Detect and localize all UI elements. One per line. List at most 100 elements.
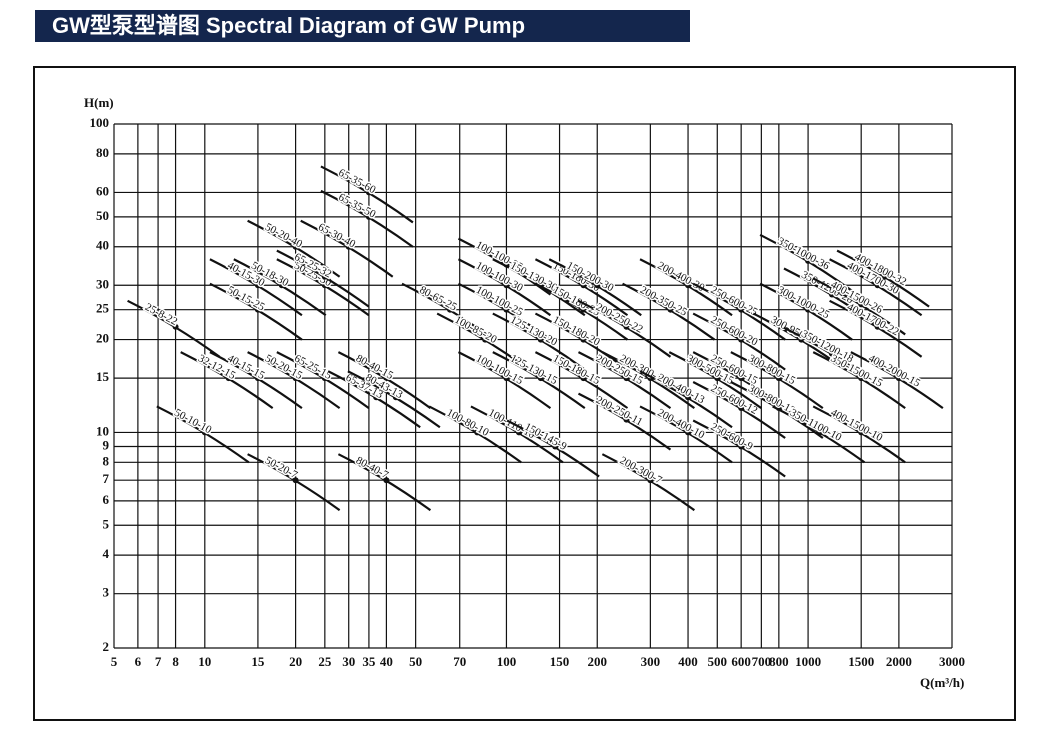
rated-point bbox=[254, 375, 261, 382]
x-tick-label: 35 bbox=[362, 654, 376, 669]
y-tick-label: 3 bbox=[103, 585, 110, 600]
rated-point bbox=[503, 375, 510, 382]
rated-point bbox=[858, 429, 865, 436]
point-label: 80-40-7 bbox=[354, 454, 391, 481]
x-tick-label: 2000 bbox=[886, 654, 912, 669]
y-tick-label: 20 bbox=[96, 331, 109, 346]
y-tick-label: 100 bbox=[90, 115, 110, 130]
x-tick-label: 100 bbox=[497, 654, 517, 669]
rated-point bbox=[474, 429, 481, 436]
y-tick-label: 5 bbox=[103, 516, 110, 531]
y-tick-label: 2 bbox=[103, 639, 110, 654]
y-tick-label: 7 bbox=[103, 471, 110, 486]
x-tick-label: 200 bbox=[587, 654, 607, 669]
rated-point bbox=[623, 323, 630, 330]
rated-point bbox=[828, 291, 835, 298]
rated-point bbox=[345, 243, 352, 250]
x-tick-label: 600 bbox=[731, 654, 751, 669]
chart-title: GW型泵型谱图 Spectral Diagram of GW Pump bbox=[52, 13, 525, 38]
y-tick-label: 25 bbox=[96, 301, 110, 316]
rated-point bbox=[738, 306, 745, 313]
rated-point bbox=[515, 429, 522, 436]
x-tick-label: 5 bbox=[111, 654, 118, 669]
rated-point bbox=[828, 350, 835, 357]
point-label: 250-600-20 bbox=[709, 314, 760, 349]
rated-point bbox=[858, 301, 865, 308]
rated-point bbox=[667, 306, 674, 313]
rated-point bbox=[738, 375, 745, 382]
frame bbox=[33, 66, 1016, 721]
rated-point bbox=[623, 375, 630, 382]
x-tick-label: 15 bbox=[251, 654, 265, 669]
rated-point bbox=[685, 394, 692, 401]
rated-point bbox=[292, 477, 299, 484]
rated-point bbox=[503, 282, 510, 289]
rated-point bbox=[278, 282, 285, 289]
title-bar bbox=[35, 10, 690, 42]
rated-point bbox=[738, 336, 745, 343]
rated-point bbox=[447, 306, 454, 313]
y-tick-label: 8 bbox=[103, 453, 110, 468]
rated-point bbox=[225, 375, 232, 382]
x-tick-label: 25 bbox=[318, 654, 332, 669]
rated-point bbox=[552, 443, 559, 450]
rated-point bbox=[805, 257, 812, 264]
x-tick-label: 70 bbox=[453, 654, 466, 669]
point-label: 25-8-22 bbox=[143, 301, 179, 328]
rated-point bbox=[201, 429, 208, 436]
x-tick-label: 20 bbox=[289, 654, 302, 669]
rated-point bbox=[383, 375, 390, 382]
rated-point bbox=[373, 394, 380, 401]
y-tick-label: 50 bbox=[96, 208, 109, 223]
y-tick-label: 80 bbox=[96, 145, 109, 160]
x-tick-label: 50 bbox=[409, 654, 422, 669]
y-axis-label: H(m) bbox=[84, 95, 114, 110]
x-tick-label: 8 bbox=[172, 654, 179, 669]
rated-point bbox=[882, 273, 889, 280]
x-tick-label: 300 bbox=[641, 654, 661, 669]
rated-point bbox=[365, 189, 372, 196]
point-label: 100-80-10 bbox=[445, 407, 492, 439]
point-label: 150-180-20 bbox=[551, 314, 602, 349]
point-label: 250-600-9 bbox=[709, 421, 756, 453]
rated-point bbox=[647, 477, 654, 484]
y-tick-label: 30 bbox=[96, 276, 109, 291]
rated-point bbox=[321, 375, 328, 382]
point-label: 200-250-22 bbox=[594, 301, 645, 336]
y-tick-label: 4 bbox=[103, 546, 110, 561]
rated-point bbox=[738, 443, 745, 450]
x-tick-label: 7 bbox=[155, 654, 162, 669]
rated-point bbox=[805, 306, 812, 313]
x-tick-label: 40 bbox=[380, 654, 393, 669]
y-tick-label: 10 bbox=[96, 423, 109, 438]
y-tick-label: 15 bbox=[96, 369, 110, 384]
rated-point bbox=[580, 375, 587, 382]
rated-point bbox=[817, 429, 824, 436]
point-label: 250-600-25 bbox=[709, 284, 760, 319]
rated-point bbox=[714, 375, 721, 382]
rated-point bbox=[580, 336, 587, 343]
rated-point bbox=[254, 282, 261, 289]
point-label: 350-1000-36 bbox=[775, 235, 831, 273]
rated-point bbox=[537, 375, 544, 382]
rated-point bbox=[537, 336, 544, 343]
rated-point bbox=[482, 336, 489, 343]
x-tick-label: 400 bbox=[678, 654, 698, 669]
rated-point bbox=[895, 375, 902, 382]
x-tick-label: 10 bbox=[198, 654, 211, 669]
rated-point bbox=[321, 273, 328, 280]
rated-point bbox=[172, 323, 179, 330]
x-tick-label: 800 bbox=[769, 654, 789, 669]
point-label: 150-180-15 bbox=[551, 352, 602, 387]
y-tick-label: 9 bbox=[103, 438, 110, 453]
rated-point bbox=[292, 243, 299, 250]
point-label: 200-400-30 bbox=[655, 260, 706, 295]
x-tick-label: 3000 bbox=[939, 654, 965, 669]
rated-point bbox=[580, 282, 587, 289]
point-label: 50-20-7 bbox=[263, 454, 300, 481]
rated-point bbox=[623, 416, 630, 423]
point-label: 200-350-25 bbox=[638, 284, 689, 319]
rated-point bbox=[503, 306, 510, 313]
x-tick-label: 30 bbox=[342, 654, 355, 669]
